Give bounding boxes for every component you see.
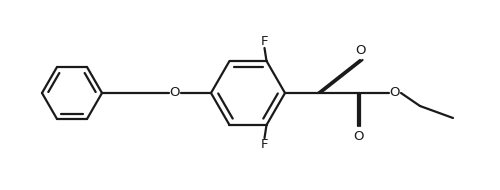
Text: F: F: [261, 138, 268, 150]
Text: O: O: [390, 86, 400, 100]
Text: F: F: [261, 36, 268, 48]
Text: O: O: [356, 44, 366, 56]
Text: O: O: [354, 130, 364, 142]
Text: O: O: [170, 86, 180, 100]
